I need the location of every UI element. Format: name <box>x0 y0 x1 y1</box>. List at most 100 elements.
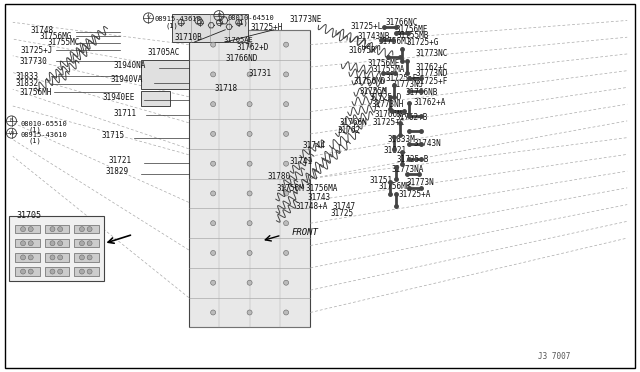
Text: 31832: 31832 <box>15 79 38 88</box>
Text: 31731: 31731 <box>248 69 271 78</box>
Circle shape <box>247 72 252 77</box>
Circle shape <box>247 102 252 107</box>
Bar <box>45 267 69 276</box>
Circle shape <box>284 221 289 226</box>
Circle shape <box>79 255 84 260</box>
Text: 08915-43610: 08915-43610 <box>155 16 202 22</box>
Text: W: W <box>9 131 14 136</box>
Circle shape <box>247 310 252 315</box>
Text: 31756MA: 31756MA <box>306 185 339 193</box>
Text: 31756ME: 31756ME <box>368 60 401 68</box>
Bar <box>74 225 99 233</box>
Bar <box>15 239 40 247</box>
Circle shape <box>284 72 289 77</box>
Text: 31766ND: 31766ND <box>225 54 258 63</box>
Circle shape <box>50 241 55 246</box>
Circle shape <box>211 161 216 166</box>
Text: 31756MD: 31756MD <box>353 77 386 86</box>
Text: 31821: 31821 <box>384 146 407 155</box>
Bar <box>74 267 99 276</box>
Circle shape <box>247 161 252 166</box>
Circle shape <box>87 227 92 232</box>
Circle shape <box>28 241 33 246</box>
Text: 31748: 31748 <box>31 26 54 35</box>
Circle shape <box>87 269 92 274</box>
Text: 31756MH: 31756MH <box>19 88 52 97</box>
Text: 31725+H: 31725+H <box>251 23 284 32</box>
Text: 31773NA: 31773NA <box>392 165 424 174</box>
Text: 31725+B: 31725+B <box>397 155 429 164</box>
Circle shape <box>284 280 289 285</box>
Circle shape <box>247 280 252 285</box>
Text: 31773ND: 31773ND <box>416 69 449 78</box>
Text: 31748+A: 31748+A <box>296 202 328 211</box>
Text: 31725+D: 31725+D <box>370 93 403 102</box>
Text: 31756MB: 31756MB <box>379 182 412 191</box>
Text: 31725+L: 31725+L <box>351 22 383 31</box>
Text: 31725+C: 31725+C <box>372 118 405 126</box>
Circle shape <box>211 310 216 315</box>
Text: 31940NA: 31940NA <box>114 61 147 70</box>
Text: 31741: 31741 <box>289 157 312 166</box>
Text: 31743: 31743 <box>307 193 330 202</box>
Text: (1): (1) <box>165 22 178 29</box>
Circle shape <box>58 241 63 246</box>
Text: 31780: 31780 <box>268 172 291 181</box>
Text: 31725+F: 31725+F <box>416 77 449 86</box>
Circle shape <box>79 227 84 232</box>
Circle shape <box>87 241 92 246</box>
Circle shape <box>284 250 289 256</box>
Circle shape <box>211 250 216 256</box>
Circle shape <box>211 102 216 107</box>
Circle shape <box>211 42 216 47</box>
Text: J3 7007: J3 7007 <box>538 352 570 361</box>
Text: 31940EE: 31940EE <box>102 93 135 102</box>
Circle shape <box>247 221 252 226</box>
Circle shape <box>58 255 63 260</box>
Text: V: V <box>147 15 150 20</box>
Text: 31773NE: 31773NE <box>289 15 322 24</box>
Circle shape <box>247 191 252 196</box>
Circle shape <box>284 131 289 137</box>
Bar <box>15 267 40 276</box>
Text: 31721: 31721 <box>109 156 132 165</box>
Bar <box>141 91 170 106</box>
Text: 31718: 31718 <box>214 84 237 93</box>
Circle shape <box>58 269 63 274</box>
Text: 31725: 31725 <box>330 209 353 218</box>
Bar <box>74 253 99 262</box>
Bar <box>74 239 99 247</box>
Circle shape <box>247 131 252 137</box>
Text: 31747: 31747 <box>333 202 356 211</box>
Text: 31833M: 31833M <box>387 135 415 144</box>
Text: 31756MG: 31756MG <box>40 32 72 41</box>
Text: 08915-43610: 08915-43610 <box>20 132 67 138</box>
Circle shape <box>284 191 289 196</box>
Circle shape <box>50 255 55 260</box>
Circle shape <box>28 269 33 274</box>
Text: 31751: 31751 <box>370 176 393 185</box>
Circle shape <box>50 227 55 232</box>
Bar <box>15 253 40 262</box>
Text: 31773N: 31773N <box>406 178 434 187</box>
Text: (1): (1) <box>236 20 248 26</box>
Text: 31705AE: 31705AE <box>224 37 253 43</box>
Circle shape <box>87 255 92 260</box>
Circle shape <box>58 227 63 232</box>
Text: 31766NA: 31766NA <box>374 110 407 119</box>
Bar <box>172 14 248 42</box>
Circle shape <box>20 255 26 260</box>
Circle shape <box>211 191 216 196</box>
Bar <box>45 225 69 233</box>
Text: 31762: 31762 <box>338 126 361 135</box>
Text: 31773NJ: 31773NJ <box>392 80 424 89</box>
Circle shape <box>20 269 26 274</box>
Bar <box>15 225 40 233</box>
Text: 31829: 31829 <box>106 167 129 176</box>
Text: 08010-65510: 08010-65510 <box>20 121 67 126</box>
Circle shape <box>20 227 26 232</box>
Circle shape <box>211 280 216 285</box>
Circle shape <box>79 241 84 246</box>
Text: 317730: 317730 <box>19 57 47 66</box>
Text: 31766NB: 31766NB <box>406 88 438 97</box>
